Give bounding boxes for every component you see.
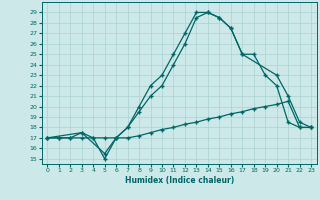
X-axis label: Humidex (Indice chaleur): Humidex (Indice chaleur) [124,176,234,185]
